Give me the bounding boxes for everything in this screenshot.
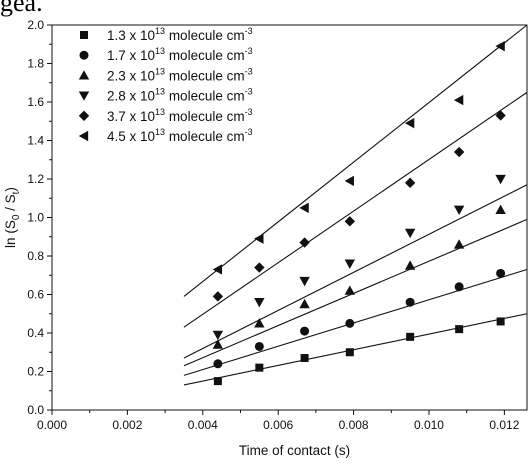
cropped-caption-text: gea. — [0, 0, 43, 17]
data-point-series-2 — [213, 359, 223, 369]
data-points — [212, 40, 506, 386]
x-tick-label: 0.002 — [112, 418, 142, 432]
data-point-series-6 — [212, 264, 223, 275]
legend-label-series-1: 1.3 x 1013 molecule cm-3 — [107, 26, 253, 43]
fit-line-series-2 — [183, 268, 528, 376]
plot-frame — [51, 24, 528, 411]
y-tick-label: 0.4 — [27, 326, 44, 340]
x-tick-label: 0.010 — [414, 418, 444, 432]
data-point-series-5 — [254, 262, 265, 273]
legend-label-series-2: 1.7 x 1013 molecule cm-3 — [107, 46, 253, 63]
data-point-series-5 — [404, 177, 416, 189]
legend-label-series-4: 2.8 x 1013 molecule cm-3 — [107, 87, 253, 104]
y-tick-label: 1.0 — [27, 211, 44, 225]
data-point-series-2 — [496, 268, 506, 278]
legend-label-series-6: 4.5 x 1013 molecule cm-3 — [107, 127, 253, 144]
data-point-series-2 — [454, 282, 464, 292]
data-point-series-3 — [344, 285, 356, 295]
data-point-series-6 — [495, 40, 505, 52]
x-tick-label: 0.008 — [339, 418, 369, 432]
x-tick-label: 0.012 — [489, 418, 519, 432]
fit-line-series-3 — [183, 218, 528, 367]
fit-line-series-4 — [183, 184, 528, 359]
legend-marker-series-1 — [80, 31, 88, 39]
y-tick-label: 2.0 — [27, 18, 44, 32]
data-point-series-5 — [299, 237, 310, 248]
data-point-series-2 — [345, 318, 355, 328]
legend-marker-series-3 — [78, 70, 90, 80]
fit-line-series-6 — [183, 24, 528, 297]
legend-marker-series-6 — [78, 130, 89, 142]
fit-line-series-1 — [183, 313, 528, 386]
y-tick-label: 0.2 — [27, 365, 44, 379]
legend-marker-series-2 — [79, 50, 89, 60]
y-tick-label: 1.2 — [27, 172, 44, 186]
data-point-series-3 — [453, 239, 465, 249]
data-point-series-1 — [300, 354, 309, 363]
fit-lines — [183, 24, 528, 386]
data-point-series-5 — [453, 146, 465, 158]
y-tick-label: 0.0 — [27, 403, 44, 417]
data-point-series-6 — [404, 117, 415, 129]
legend-label-series-3: 2.3 x 1013 molecule cm-3 — [107, 66, 253, 83]
data-point-series-4 — [344, 259, 356, 269]
y-tick-label: 1.4 — [27, 134, 44, 148]
data-point-series-4 — [254, 298, 265, 308]
data-point-series-1 — [345, 348, 354, 357]
data-point-series-1 — [406, 332, 415, 341]
data-point-series-4 — [299, 276, 310, 287]
data-point-series-6 — [453, 94, 464, 106]
data-point-series-2 — [300, 326, 310, 336]
legend-label-series-5: 3.7 x 1013 molecule cm-3 — [107, 107, 253, 124]
data-point-series-3 — [299, 298, 310, 309]
data-point-series-2 — [405, 297, 415, 307]
data-point-series-6 — [299, 202, 309, 214]
data-point-series-1 — [255, 363, 264, 372]
y-tick-label: 1.6 — [27, 95, 44, 109]
data-point-series-5 — [212, 291, 224, 302]
x-tick-label: 0.006 — [263, 418, 293, 432]
data-point-series-4 — [495, 174, 506, 185]
data-point-series-1 — [213, 377, 222, 386]
y-tick-label: 1.8 — [27, 57, 44, 71]
data-point-series-6 — [254, 233, 264, 244]
data-point-series-4 — [212, 330, 224, 341]
data-point-series-2 — [254, 341, 264, 351]
y-tick-label: 0.6 — [27, 288, 44, 302]
data-point-series-3 — [212, 339, 224, 349]
legend-marker-series-5 — [78, 110, 90, 121]
axis-ticks: 0.000 0.002 0.004 0.006 0.008 0.010 0.012 0.0 0.… — [27, 18, 519, 432]
x-axis-label: Time of contact (s) — [239, 443, 350, 458]
y-axis-label: ln (S0 / St) — [3, 187, 22, 248]
data-point-series-4 — [453, 205, 465, 215]
data-point-series-5 — [495, 110, 506, 121]
data-point-series-4 — [404, 228, 416, 239]
data-point-series-5 — [344, 216, 356, 227]
data-point-series-3 — [254, 318, 265, 328]
y-tick-label: 0.8 — [27, 249, 44, 263]
data-point-series-3 — [404, 260, 416, 270]
data-point-series-3 — [495, 204, 506, 214]
legend-marker-series-4 — [78, 91, 90, 101]
data-point-series-1 — [455, 325, 464, 334]
data-point-series-6 — [344, 175, 354, 187]
x-tick-label: 0.000 — [37, 418, 67, 432]
legend: 1.3 x 1013 molecule cm-3 1.7 x 1013 molec… — [78, 26, 253, 144]
x-tick-label: 0.004 — [188, 418, 218, 432]
fit-line-series-5 — [183, 91, 528, 328]
data-point-series-1 — [496, 317, 505, 326]
